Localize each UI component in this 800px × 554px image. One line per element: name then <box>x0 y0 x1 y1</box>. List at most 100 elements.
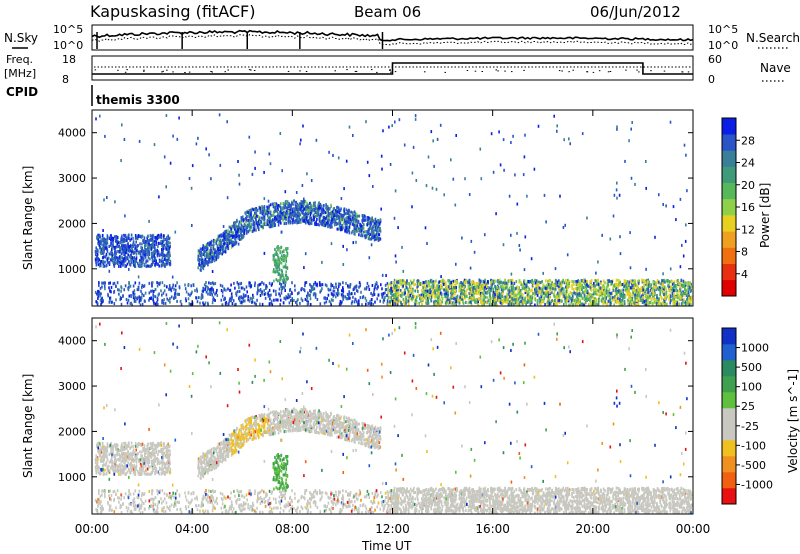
power-cell <box>302 200 305 204</box>
power-cell <box>306 302 309 306</box>
power-cell <box>310 211 313 215</box>
power-cell <box>166 251 169 255</box>
power-cell <box>297 204 299 208</box>
power-cell <box>355 227 357 231</box>
power-cell <box>291 218 294 222</box>
power-cell <box>551 291 553 295</box>
power-cell <box>379 218 382 222</box>
power-cell <box>261 216 263 220</box>
power-cell <box>364 218 367 222</box>
power-cell <box>356 289 358 293</box>
power-cell <box>94 290 97 294</box>
power-cell <box>113 281 116 285</box>
power-cell <box>353 300 356 304</box>
power-cell <box>161 247 163 251</box>
power-cell <box>353 220 355 224</box>
power-cell <box>283 249 285 253</box>
power-cell <box>379 237 382 241</box>
power-cell <box>204 249 206 253</box>
power-cell <box>112 238 115 242</box>
power-cell <box>357 302 359 306</box>
power-cell <box>204 263 206 267</box>
power-cell <box>308 293 310 297</box>
power-cell <box>115 252 118 256</box>
power-cell <box>291 202 293 206</box>
power-cell <box>279 260 281 264</box>
power-cell <box>327 209 329 213</box>
power-cell <box>238 286 240 290</box>
power-cell <box>323 216 325 220</box>
power-cell <box>125 244 128 248</box>
power-cell <box>314 223 316 226</box>
power-cell <box>169 300 171 304</box>
power-cell <box>314 295 317 299</box>
power-cell <box>100 302 103 306</box>
power-cell <box>219 283 222 287</box>
power-cell <box>310 286 313 290</box>
power-cell <box>288 301 291 305</box>
power-cell <box>327 212 330 215</box>
power-cell <box>249 297 252 301</box>
power-cell <box>548 294 550 298</box>
power-cell <box>253 225 256 229</box>
power-cell <box>210 246 212 250</box>
power-cell <box>683 293 685 297</box>
power-cell <box>374 285 376 289</box>
power-cell <box>342 226 344 230</box>
power-cell <box>129 244 131 248</box>
power-cell <box>234 238 237 242</box>
power-cell <box>337 206 340 210</box>
power-cell <box>356 224 359 228</box>
power-cell <box>360 224 363 228</box>
power-cell <box>362 226 365 230</box>
power-cell <box>136 244 139 248</box>
power-cell <box>106 257 108 261</box>
power-cell <box>322 221 324 225</box>
power-cell <box>282 281 285 285</box>
power-cell <box>335 285 337 289</box>
power-cell <box>301 210 304 214</box>
power-cell <box>270 299 273 303</box>
power-cell <box>156 303 158 307</box>
power-cell <box>282 285 285 289</box>
power-cell <box>321 219 324 223</box>
power-cell <box>222 245 225 249</box>
power-cell <box>127 253 129 257</box>
power-cell <box>212 251 214 255</box>
power-cell <box>204 254 206 258</box>
power-cell <box>317 222 319 226</box>
power-cell <box>341 224 344 227</box>
nsky-spikes <box>96 32 384 49</box>
power-cell <box>221 284 224 288</box>
power-cell <box>334 218 336 221</box>
power-cell <box>375 220 378 224</box>
power-cell <box>387 301 389 305</box>
power-cell <box>154 263 156 266</box>
power-cell <box>124 264 126 268</box>
power-cell <box>115 298 117 302</box>
power-cell <box>252 208 255 212</box>
power-cell <box>110 290 112 294</box>
power-cell <box>297 298 299 302</box>
power-cell <box>329 214 332 218</box>
power-cell <box>133 250 136 254</box>
power-cell <box>166 262 169 266</box>
power-cell <box>124 253 126 257</box>
power-cell <box>538 296 541 300</box>
power-cell <box>158 264 160 268</box>
power-cell <box>228 235 231 239</box>
power-cell <box>305 281 308 284</box>
power-cell <box>558 287 560 291</box>
power-cell <box>248 281 250 285</box>
power-cell <box>151 261 154 265</box>
power-cell <box>238 299 241 302</box>
power-cell <box>272 270 275 274</box>
power-cell <box>367 284 370 288</box>
power-cell <box>283 210 285 214</box>
power-cell <box>200 251 203 255</box>
power-cell <box>227 237 229 241</box>
power-cell <box>456 298 459 302</box>
power-cell <box>280 261 283 265</box>
power-cell <box>336 210 339 214</box>
power-cell <box>337 214 339 218</box>
